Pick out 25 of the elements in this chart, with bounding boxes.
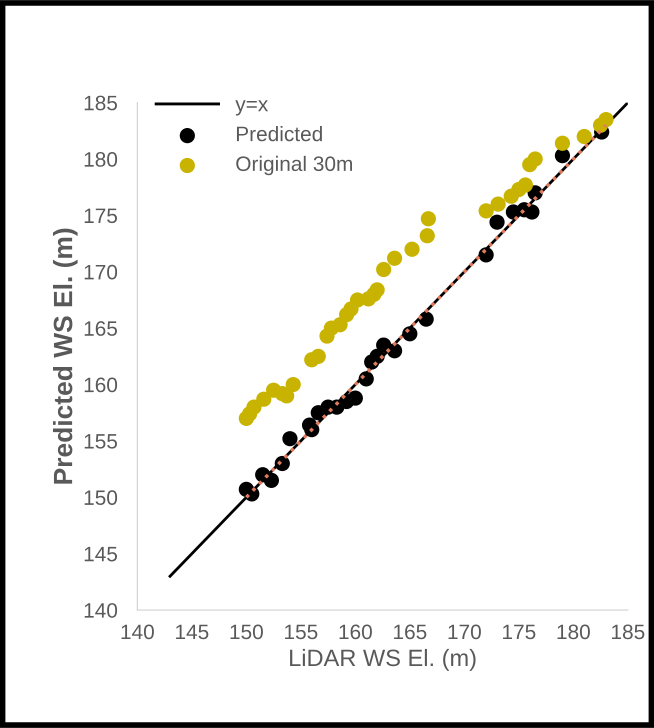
y-tick-label: 170 [84,264,118,280]
legend-label: y=x [235,100,268,116]
x-tick-label: 155 [285,624,318,640]
x-tick-label: 165 [394,624,426,640]
x-tick-label: 140 [122,624,154,640]
x-axis-title: LiDAR WS El. (m) [290,648,476,671]
y-tick-label: 160 [84,378,118,392]
x-tick-label: 145 [176,624,208,640]
y-tick-label: 180 [84,152,118,167]
legend-label: Predicted [236,126,322,142]
x-tick-label: 185 [612,624,644,640]
x-tick-label: 180 [558,624,590,640]
x-tick-label: 175 [503,624,536,640]
x-tick-label: 170 [448,624,481,640]
x-tick-label: 160 [340,624,372,640]
legend-label: Original 30m [236,156,352,176]
y-tick-label: 140 [84,603,118,618]
y-tick-label: 175 [84,208,118,224]
y-tick-label: 185 [84,96,118,110]
y-tick-label: 150 [84,490,118,506]
y-axis-title: Predicted WS El. (m) [52,228,78,484]
y-tick-label: 145 [84,546,118,562]
x-tick-label: 150 [230,624,263,640]
y-tick-label: 155 [84,434,118,449]
y-tick-label: 165 [84,321,118,336]
